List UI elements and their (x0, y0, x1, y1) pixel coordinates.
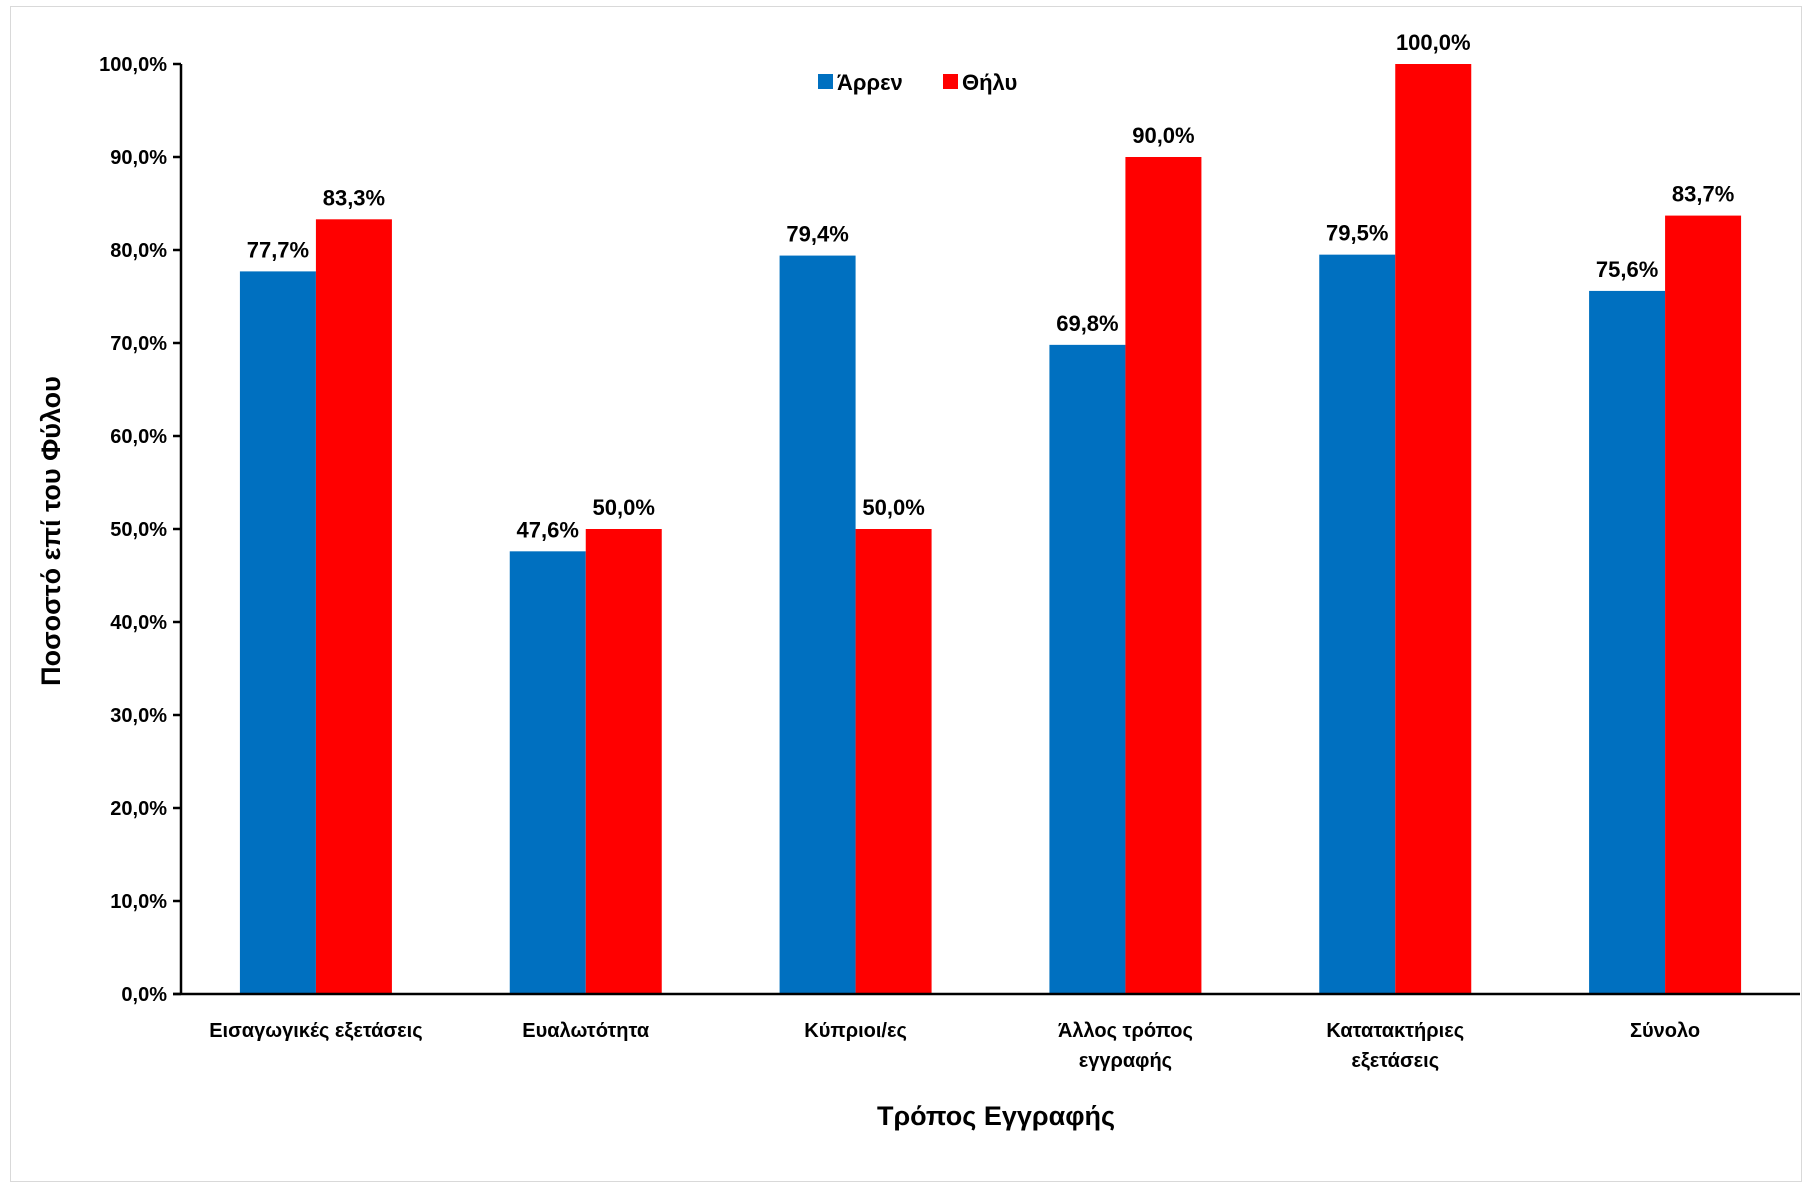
legend-label-female: Θήλυ (962, 70, 1017, 95)
data-label-female-5: 83,7% (1672, 182, 1734, 207)
y-tick-label-2: 20,0% (110, 798, 167, 820)
y-tick-label-8: 80,0% (110, 240, 167, 262)
y-tick-label-9: 90,0% (110, 147, 167, 169)
y-tick-label-7: 70,0% (110, 333, 167, 355)
data-label-female-3: 90,0% (1132, 123, 1194, 148)
data-label-male-1: 47,6% (517, 517, 579, 542)
y-tick-label-4: 40,0% (110, 612, 167, 634)
x-tick-label-2-0: Κύπριοι/ες (804, 1020, 907, 1042)
data-label-male-0: 77,7% (247, 237, 309, 262)
labels-layer: 77,7% 83,3% Εισαγωγικές εξετάσεις 47,6% 50,0… (209, 30, 1734, 1072)
y-tick-label-0: 0,0% (121, 984, 167, 1006)
bars-layer (239, 64, 1742, 995)
axes-layer: 0,0% 10,0% 20,0% 30,0% 40,0% 50,0% 60,0% 70,0% 8… (99, 54, 1800, 1006)
bar-male-2 (779, 255, 856, 994)
y-tick-label-5: 50,0% (110, 519, 167, 541)
y-tick-label-6: 60,0% (110, 426, 167, 448)
x-tick-label-3-1: εγγραφής (1079, 1050, 1172, 1072)
bar-female-0 (315, 219, 392, 994)
bar-female-1 (585, 529, 662, 994)
x-tick-label-5-0: Σύνολο (1630, 1020, 1700, 1042)
data-label-male-2: 79,4% (786, 222, 848, 247)
bar-male-0 (239, 271, 316, 994)
legend-label-male: Άρρεν (837, 70, 903, 95)
data-label-female-2: 50,0% (862, 495, 924, 520)
x-tick-label-3-0: Άλλος τρόπος (1058, 1020, 1193, 1042)
chart-frame (10, 6, 1802, 1182)
bar-male-5 (1589, 290, 1666, 994)
y-axis-title: Ποσοστό επί του Φύλου (36, 376, 66, 686)
bar-female-2 (855, 529, 932, 994)
data-label-male-4: 79,5% (1326, 221, 1388, 246)
x-tick-label-0-0: Εισαγωγικές εξετάσεις (209, 1020, 422, 1042)
x-tick-label-4-0: Κατατακτήριες (1326, 1020, 1464, 1042)
data-label-female-4: 100,0% (1396, 30, 1471, 55)
bar-female-3 (1125, 157, 1202, 994)
bar-male-1 (509, 551, 586, 994)
legend-swatch-female (943, 74, 958, 89)
data-label-male-3: 69,8% (1056, 311, 1118, 336)
y-tick-label-10: 100,0% (99, 54, 167, 76)
bar-male-4 (1319, 254, 1396, 994)
data-label-male-5: 75,6% (1596, 257, 1658, 282)
data-label-female-0: 83,3% (323, 185, 385, 210)
bar-female-5 (1665, 215, 1742, 995)
x-tick-label-1-0: Ευαλωτότητα (522, 1020, 650, 1042)
x-tick-label-4-1: εξετάσεις (1351, 1050, 1439, 1072)
y-tick-label-3: 30,0% (110, 705, 167, 727)
x-axis-title: Τρόπος Εγγραφής (877, 1101, 1115, 1131)
legend-swatch-male (818, 74, 833, 89)
y-tick-label-1: 10,0% (110, 891, 167, 913)
data-label-female-1: 50,0% (593, 495, 655, 520)
legend: Άρρεν Θήλυ (818, 70, 1017, 95)
bar-female-4 (1395, 64, 1472, 994)
bar-male-3 (1049, 344, 1126, 994)
